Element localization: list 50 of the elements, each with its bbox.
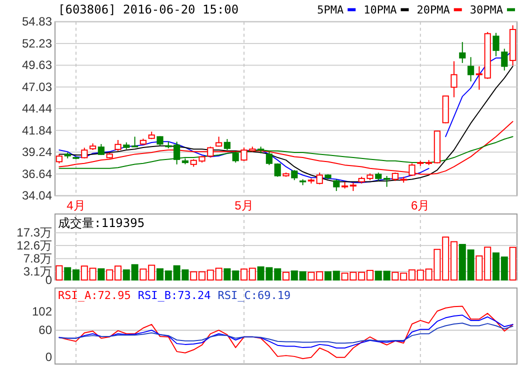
x-tick-label: 4月: [66, 198, 86, 213]
legend-label: 30PMA: [470, 4, 504, 17]
text: RSI_C:69.19: [218, 289, 291, 302]
y-tick-label: 36.64: [22, 166, 52, 181]
candlestick: [492, 32, 500, 57]
y-tick-label: 54.83: [22, 14, 52, 29]
text: RSI_A:72.95: [58, 289, 131, 302]
y-tick-label: 0: [45, 350, 52, 364]
y-tick-label: 47.03: [22, 80, 52, 94]
y-tick-label: 52.23: [22, 36, 52, 50]
candlestick: [114, 140, 122, 152]
candlestick: [468, 56, 474, 82]
candlestick: [459, 42, 466, 64]
candlestick: [232, 151, 239, 164]
candlestick: [207, 146, 214, 158]
y-tick-label: 34.04: [22, 188, 52, 203]
legend-label: 5PMA: [317, 4, 344, 17]
line-series: [58, 314, 514, 348]
y-tick-label: 60: [38, 323, 52, 338]
candlestick: [384, 175, 390, 188]
chart-title: [603806] 2016-06-20 15:00: [58, 2, 239, 17]
candlestick: [266, 151, 272, 166]
y-tick-label: 12.6万: [16, 238, 52, 253]
candlestick: [156, 136, 164, 146]
candlestick: [132, 136, 138, 148]
candlestick: [274, 162, 281, 178]
candlestick: [333, 178, 340, 192]
y-tick-label: 44.44: [22, 102, 52, 116]
candlestick: [174, 141, 180, 165]
x-tick-label: 5月: [234, 198, 254, 213]
chart-title: 成交量:119395: [58, 216, 145, 230]
y-tick-label: 41.84: [22, 123, 52, 138]
y-tick-label: 49.63: [22, 58, 52, 72]
text: RSI_B:73.24: [138, 289, 212, 302]
y-tick-label: 17.3万: [16, 226, 52, 240]
line-series: [58, 322, 514, 344]
legend-label: 10PMA: [364, 4, 398, 17]
candlestick: [291, 170, 298, 181]
y-tick-label: 102: [32, 304, 52, 319]
x-tick-label: 6月: [411, 198, 430, 213]
candlestick: [81, 147, 88, 159]
candlestick: [501, 48, 508, 71]
candlestick: [316, 172, 323, 185]
y-tick-label: 7.8万: [23, 252, 52, 266]
line-series: [58, 136, 514, 169]
legend-label: 20PMA: [416, 4, 450, 17]
bar: [98, 268, 105, 280]
candlestick: [224, 138, 230, 151]
y-tick-label: 39.24: [22, 145, 52, 160]
candlestick: [450, 60, 458, 98]
